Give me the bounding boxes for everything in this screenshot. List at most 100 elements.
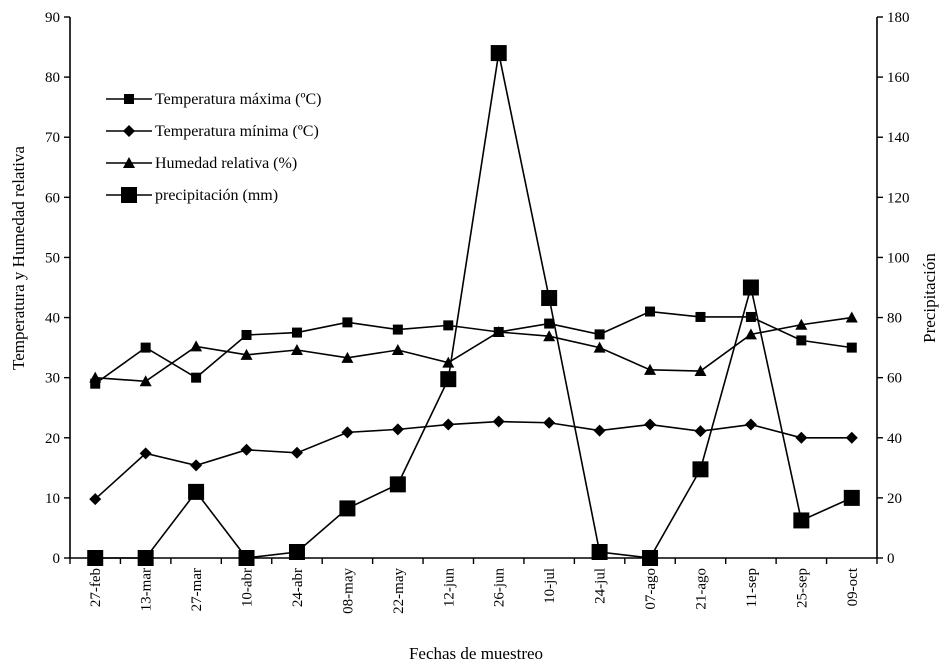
x-tick-label: 12-jun <box>441 568 457 608</box>
data-point <box>140 342 151 353</box>
data-point <box>795 431 808 444</box>
y-right-tick-label: 0 <box>887 551 895 567</box>
series-line <box>95 316 852 383</box>
legend-item-4: precipitación (mm) <box>106 187 278 204</box>
data-point <box>593 341 606 353</box>
data-point <box>490 45 507 62</box>
data-point <box>191 372 202 383</box>
series-1 <box>90 306 857 389</box>
data-point <box>492 325 505 337</box>
data-point <box>594 329 605 340</box>
data-point <box>845 311 858 323</box>
data-point <box>241 329 252 340</box>
x-tick-label: 21-ago <box>693 568 709 610</box>
data-point <box>139 375 152 387</box>
data-point <box>744 418 757 431</box>
data-point <box>694 425 707 438</box>
series-line <box>94 420 852 500</box>
data-point <box>642 550 659 566</box>
data-point <box>391 344 404 356</box>
data-point <box>845 431 858 444</box>
y-right-tick-label: 140 <box>887 130 910 146</box>
series-line <box>95 52 853 559</box>
data-point <box>742 279 759 296</box>
data-point <box>440 371 457 388</box>
x-tick-label: 10-abr <box>240 568 256 607</box>
data-point <box>290 344 303 356</box>
x-tick-label: 24-abr <box>290 568 306 607</box>
data-point <box>846 342 857 353</box>
data-point <box>644 418 657 431</box>
data-point <box>541 290 558 307</box>
legend-item-3: Humedad relativa (%) <box>106 155 297 172</box>
y-right-tick-label: 160 <box>887 70 910 86</box>
data-point <box>291 327 302 338</box>
data-point <box>695 311 706 322</box>
data-point <box>796 335 807 346</box>
data-point <box>593 424 606 437</box>
data-point <box>543 330 556 342</box>
x-tick-label: 25-sep <box>794 568 810 608</box>
y-left-tick-label: 40 <box>45 311 60 327</box>
legend-item-2: Temperatura mínima (ºC) <box>106 123 319 140</box>
legend: Temperatura máxima (ºC) Temperatura mínim… <box>106 91 321 204</box>
data-point <box>745 311 756 322</box>
data-point <box>692 461 709 478</box>
data-point <box>492 415 505 428</box>
series-line <box>94 310 852 385</box>
data-point <box>843 489 860 506</box>
data-point <box>240 443 253 456</box>
data-point <box>89 371 102 383</box>
y-right-tick-label: 40 <box>887 431 902 447</box>
data-point <box>645 306 656 317</box>
y-axis-right-title: Precipitación <box>920 253 939 343</box>
x-tick-label: 09-oct <box>845 567 861 606</box>
x-tick-label: 13-mar <box>139 568 155 611</box>
legend-label: Temperatura máxima (ºC) <box>155 91 321 108</box>
data-point <box>339 500 356 517</box>
data-point <box>389 476 406 493</box>
y-right-tick-label: 60 <box>887 371 902 387</box>
y-left-tick-label: 70 <box>45 130 60 146</box>
data-point <box>123 125 135 137</box>
legend-label: precipitación (mm) <box>155 187 278 204</box>
y-left-tick-label: 10 <box>45 491 60 507</box>
y-left-tick-label: 80 <box>45 70 60 86</box>
data-point <box>442 418 455 431</box>
data-point <box>123 157 135 168</box>
data-point <box>391 423 404 436</box>
x-tick-label: 22-may <box>391 568 407 614</box>
data-point <box>87 550 104 566</box>
y-left-tick-label: 90 <box>45 10 60 26</box>
y-right-tick-label: 100 <box>887 250 910 266</box>
x-tick-label: 27-mar <box>189 568 205 611</box>
data-point <box>121 187 137 203</box>
y-right-tick-label: 180 <box>887 10 910 26</box>
data-point <box>290 446 303 459</box>
x-tick-label: 11-sep <box>744 568 760 607</box>
legend-label: Humedad relativa (%) <box>155 155 297 172</box>
x-tick-label: 26-jun <box>492 568 508 608</box>
data-point <box>190 340 203 352</box>
y-axis-left-title: Temperatura y Humedad relativa <box>9 146 28 370</box>
y-left-tick-label: 0 <box>53 551 61 567</box>
data-point <box>795 318 808 330</box>
data-point <box>137 550 154 566</box>
y-left-tick-label: 60 <box>45 190 60 206</box>
data-point <box>342 317 353 328</box>
y-left-tick-label: 50 <box>45 250 60 266</box>
y-right-tick-label: 120 <box>887 190 910 206</box>
data-point <box>288 543 305 560</box>
data-point <box>392 324 403 335</box>
x-tick-label: 10-jul <box>542 568 558 604</box>
x-tick-label: 27-feb <box>88 568 104 607</box>
series-group <box>87 45 860 566</box>
series-4 <box>87 45 860 566</box>
data-point <box>544 318 555 329</box>
axes: 0 10 20 30 40 50 60 70 80 90 0 20 40 60 80 100 120 140 160… <box>45 10 910 614</box>
x-tick-label: 08-may <box>340 568 356 614</box>
data-point <box>238 550 255 566</box>
data-point <box>190 459 203 472</box>
data-point <box>89 493 102 506</box>
data-point <box>793 512 810 529</box>
